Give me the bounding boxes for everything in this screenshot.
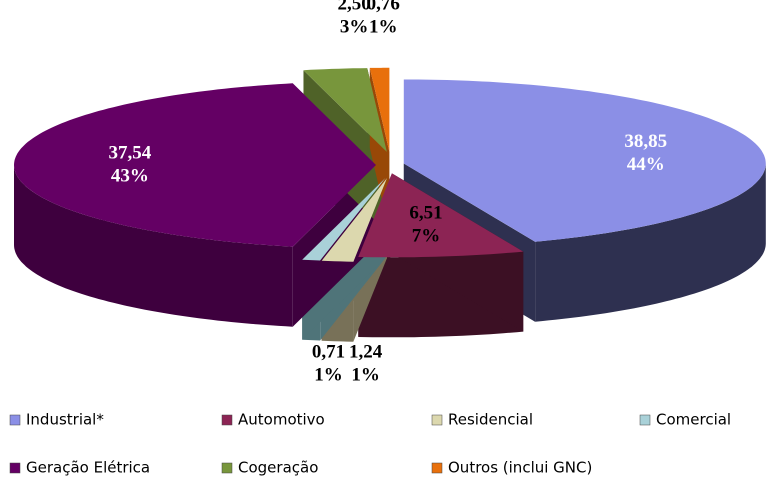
percent-label: 43% [111,165,149,186]
legend-label: Cogeração [238,459,318,477]
legend-swatch [431,462,443,474]
legend-swatch [639,414,651,426]
percent-label: 1% [369,16,398,37]
legend-swatch [221,462,233,474]
data-label: 37,54 [108,142,151,163]
percent-label: 1% [351,364,380,385]
slice-side [535,163,766,322]
percent-label: 7% [412,225,441,246]
legend-label: Industrial* [26,411,104,429]
legend-label: Comercial [656,411,731,429]
slice [303,68,387,152]
percent-label: 1% [314,364,343,385]
data-label: 2,50 [338,0,371,14]
legend-label: Automotivo [238,411,325,429]
legend-label: Outros (inclui GNC) [448,459,592,477]
slice [358,173,524,258]
legend-label: Geração Elétrica [26,459,150,477]
data-label: 6,51 [409,202,442,223]
data-label: 0,71 [312,341,345,362]
legend-swatch [9,462,21,474]
legend-swatch [9,414,21,426]
slice-side [14,165,293,327]
legend-swatch [431,414,443,426]
legend-swatch [221,414,233,426]
data-label: 1,24 [349,341,383,362]
slice [302,177,386,261]
legend-label: Residencial [448,411,533,429]
data-label: 0,76 [367,0,400,14]
data-label: 38,85 [624,131,667,152]
percent-label: 3% [340,16,369,37]
slice [321,178,387,262]
slice [403,79,766,242]
slice [14,83,376,247]
percent-label: 44% [627,154,665,175]
slice [369,67,390,152]
